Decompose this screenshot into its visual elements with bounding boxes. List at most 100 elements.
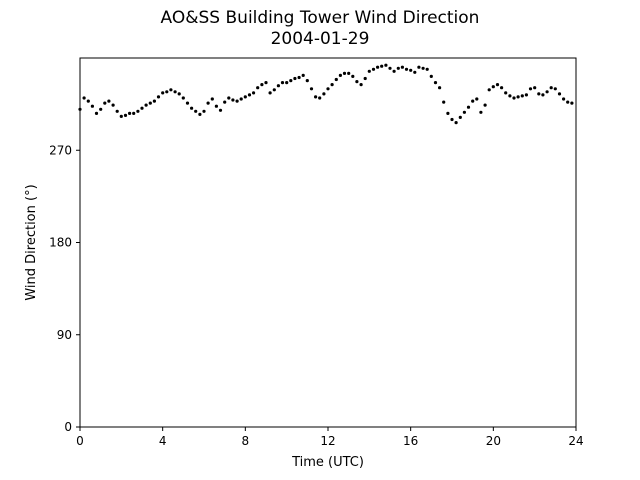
data-point [483,103,487,107]
data-point [177,92,181,96]
data-point [165,90,169,94]
data-point [557,92,562,96]
data-point [388,66,392,70]
data-point [421,66,425,70]
data-point [520,94,524,98]
data-point [322,92,326,96]
x-tick-label: 12 [320,434,335,448]
data-point [491,85,495,89]
data-point [413,70,417,74]
data-point [111,103,115,107]
data-point [326,87,330,91]
data-point [425,67,429,71]
data-point [119,114,123,118]
data-point [508,94,512,98]
data-point [429,74,433,78]
data-point [384,63,388,67]
y-axis-ticks: 0 90 180 270 [49,143,80,434]
data-point [252,91,256,95]
data-point [297,75,301,80]
data-point [103,101,107,105]
data-point [566,100,570,104]
data-point [285,81,289,85]
data-point [446,111,450,115]
x-tick-label: 24 [568,434,583,448]
y-tick-label: 180 [49,236,72,250]
data-point [462,110,466,114]
data-point [173,90,177,94]
data-point [355,80,359,84]
data-point [549,86,553,90]
data-point [475,97,479,101]
data-point [136,109,140,113]
data-point [479,110,483,114]
y-axis-label: Wind Direction (°) [24,184,39,300]
data-point [218,108,223,112]
data-point [264,81,268,85]
data-point [495,83,500,87]
data-point [380,64,384,68]
data-point [206,101,210,105]
data-point [537,92,541,96]
data-point [396,66,400,70]
data-point [392,69,396,73]
data-point [541,93,545,97]
data-point [148,101,152,105]
data-point [227,96,231,100]
x-tick-label: 0 [76,434,84,448]
data-point [210,97,214,101]
data-point [115,109,119,113]
data-point [243,95,247,99]
data-point [417,65,421,69]
x-tick-label: 8 [242,434,250,448]
data-point [438,86,442,90]
data-point [86,99,90,103]
data-point [144,103,148,107]
data-point [247,93,252,97]
data-point [123,113,128,117]
data-point [570,101,574,105]
data-point [318,96,322,100]
data-point [342,71,347,75]
data-point [334,77,338,82]
data-point [458,115,462,119]
chart-subtitle: 2004-01-29 [270,29,370,49]
data-point [500,86,504,90]
data-point [260,83,264,87]
data-point [280,81,285,85]
data-point [156,95,161,99]
data-point [528,87,533,91]
data-point [512,96,516,100]
data-point [450,117,454,122]
x-tick-label: 20 [486,434,501,448]
data-point [190,106,194,110]
data-point [185,101,190,105]
data-point [140,106,144,110]
data-point [404,67,409,71]
data-point [466,105,471,109]
data-point [128,111,132,115]
data-point [272,88,276,92]
data-point [442,100,446,104]
data-point [161,91,165,95]
chart-title-block: AO&SS Building Tower Wind Direction 2004… [0,8,640,50]
data-point [376,65,380,69]
data-point [194,109,198,113]
data-point [338,73,342,77]
data-point [471,99,475,103]
data-point [132,111,136,115]
data-point [202,109,206,113]
data-point [309,87,314,91]
data-point [409,68,413,72]
data-point [359,83,363,87]
data-point [367,69,371,73]
data-point [314,95,318,99]
data-point [487,88,491,92]
data-points-group [78,63,574,125]
data-point [351,74,355,78]
data-point [289,79,293,83]
x-axis-ticks: 0 4 8 12 16 20 24 [76,427,584,448]
x-tick-label: 4 [159,434,167,448]
x-tick-label: 16 [403,434,418,448]
x-axis-label: Time (UTC) [291,455,364,470]
